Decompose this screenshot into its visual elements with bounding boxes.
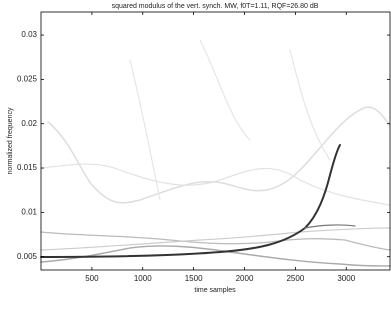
y-axis-label: normalized frequency: [7, 107, 14, 174]
chart-title: squared modulus of the vert. synch. MW, …: [112, 3, 319, 10]
x-axis-label: time samples: [194, 287, 236, 294]
y-tick-label: 0.005: [17, 252, 38, 261]
x-tick-label: 2000: [236, 274, 254, 283]
plot-area: [41, 12, 390, 270]
y-tick-label: 0.025: [17, 74, 38, 83]
chart: squared modulus of the vert. synch. MW, …: [0, 0, 391, 318]
y-tick-label: 0.02: [21, 119, 37, 128]
x-tick-label: 3000: [337, 274, 355, 283]
y-tick-label: 0.03: [21, 30, 37, 39]
y-tick-label: 0.01: [21, 207, 37, 216]
y-tick-label: 0.015: [17, 163, 38, 172]
x-tick-label: 1000: [134, 274, 152, 283]
x-tick-label: 2500: [286, 274, 304, 283]
x-tick-label: 500: [85, 274, 99, 283]
x-tick-label: 1500: [185, 274, 203, 283]
